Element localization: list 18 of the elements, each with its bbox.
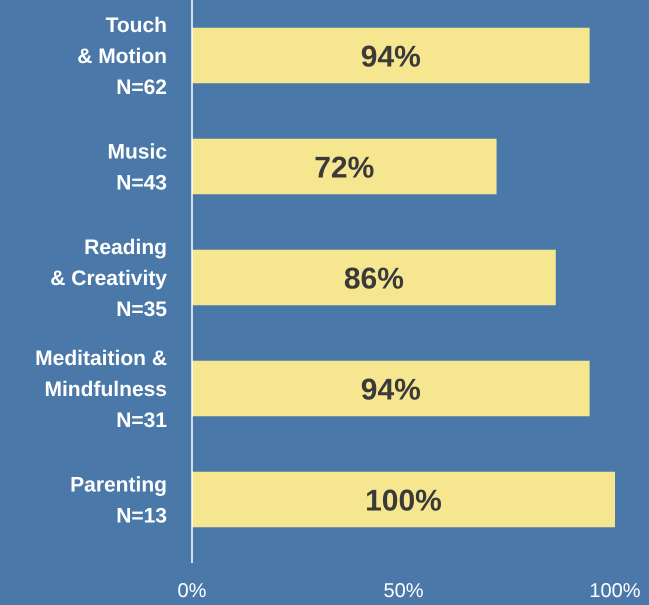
bar <box>192 138 497 194</box>
data-label: 94% <box>360 40 421 74</box>
bar <box>192 250 556 306</box>
bar <box>192 360 590 416</box>
bar <box>192 28 590 84</box>
y-tick-label: Music N=43 <box>107 140 168 195</box>
y-tick-label: Meditaition & Mindfulness N=31 <box>35 347 168 432</box>
data-label: 72% <box>314 151 374 184</box>
data-label: 100% <box>365 484 442 518</box>
x-tick-label: 100% <box>589 580 641 602</box>
y-tick-label: Touch & Motion N=62 <box>77 14 167 100</box>
bar <box>192 472 615 528</box>
x-tick-label: 50% <box>383 580 424 602</box>
data-label: 94% <box>360 373 421 406</box>
y-tick-label: Parenting N=13 <box>70 474 167 528</box>
y-tick-label: Reading & Creativity N=35 <box>50 236 168 322</box>
data-label: 86% <box>344 262 404 296</box>
x-tick-label: 0% <box>178 580 207 602</box>
